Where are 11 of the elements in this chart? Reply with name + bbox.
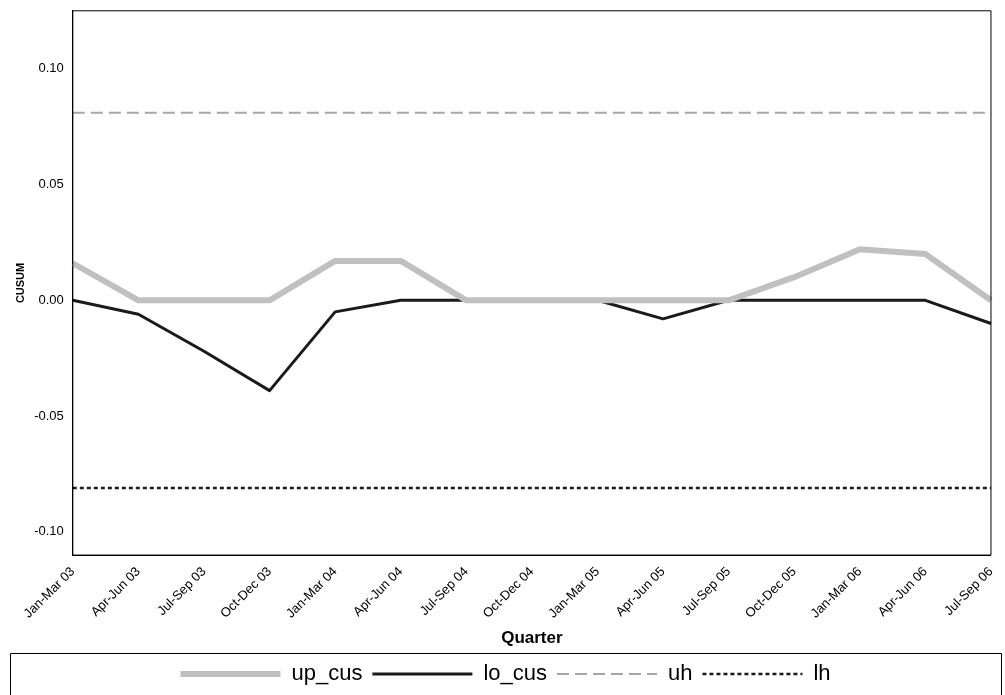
x-axis-title: Quarter [501, 628, 563, 648]
y-tick-label: -0.05 [34, 407, 64, 423]
legend-label: uh [667, 660, 693, 686]
legend-label: up_cus [291, 660, 363, 686]
y-tick-label: 0.00 [38, 291, 64, 307]
y-tick-label: 0.05 [38, 176, 64, 192]
y-tick-label: -0.10 [34, 523, 64, 539]
y-axis-title: CUSUM [13, 262, 26, 304]
y-tick-label: 0.10 [38, 60, 64, 76]
legend-label: lh [813, 660, 831, 686]
legend-label: lo_cus [483, 660, 547, 686]
